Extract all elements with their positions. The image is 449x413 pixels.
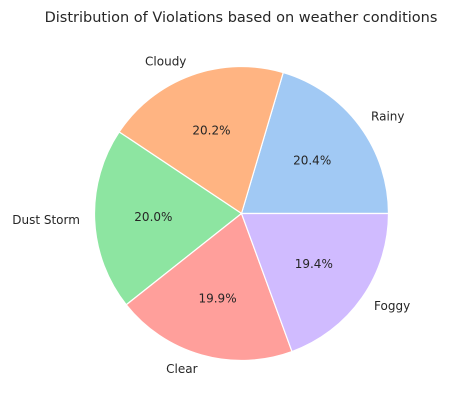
slice-percent-clear: 19.9% xyxy=(198,291,236,305)
pie-slice-cloudy xyxy=(118,65,284,215)
slice-percent-foggy: 19.4% xyxy=(295,257,333,271)
pie-slice-clear xyxy=(125,212,293,362)
slice-label-rainy: Rainy xyxy=(371,110,404,124)
slice-label-clear: Clear xyxy=(166,362,197,376)
slice-label-cloudy: Cloudy xyxy=(145,54,186,68)
slice-label-foggy: Foggy xyxy=(374,299,410,313)
labels-group: Rainy 20.4% Cloudy 20.2% Dust Storm 20.0% Clea… xyxy=(12,54,410,376)
pie-slice-dust-storm xyxy=(93,131,243,306)
slice-percent-cloudy: 20.2% xyxy=(192,124,230,138)
pie-slice-foggy xyxy=(240,212,390,353)
chart-title: Distribution of Violations based on weat… xyxy=(45,10,438,26)
slice-label-dust-storm: Dust Storm xyxy=(12,213,80,227)
pie-slice-rainy xyxy=(240,71,390,215)
slices-group xyxy=(93,65,390,362)
slice-percent-rainy: 20.4% xyxy=(293,154,331,168)
slice-percent-dust-storm: 20.0% xyxy=(134,210,172,224)
